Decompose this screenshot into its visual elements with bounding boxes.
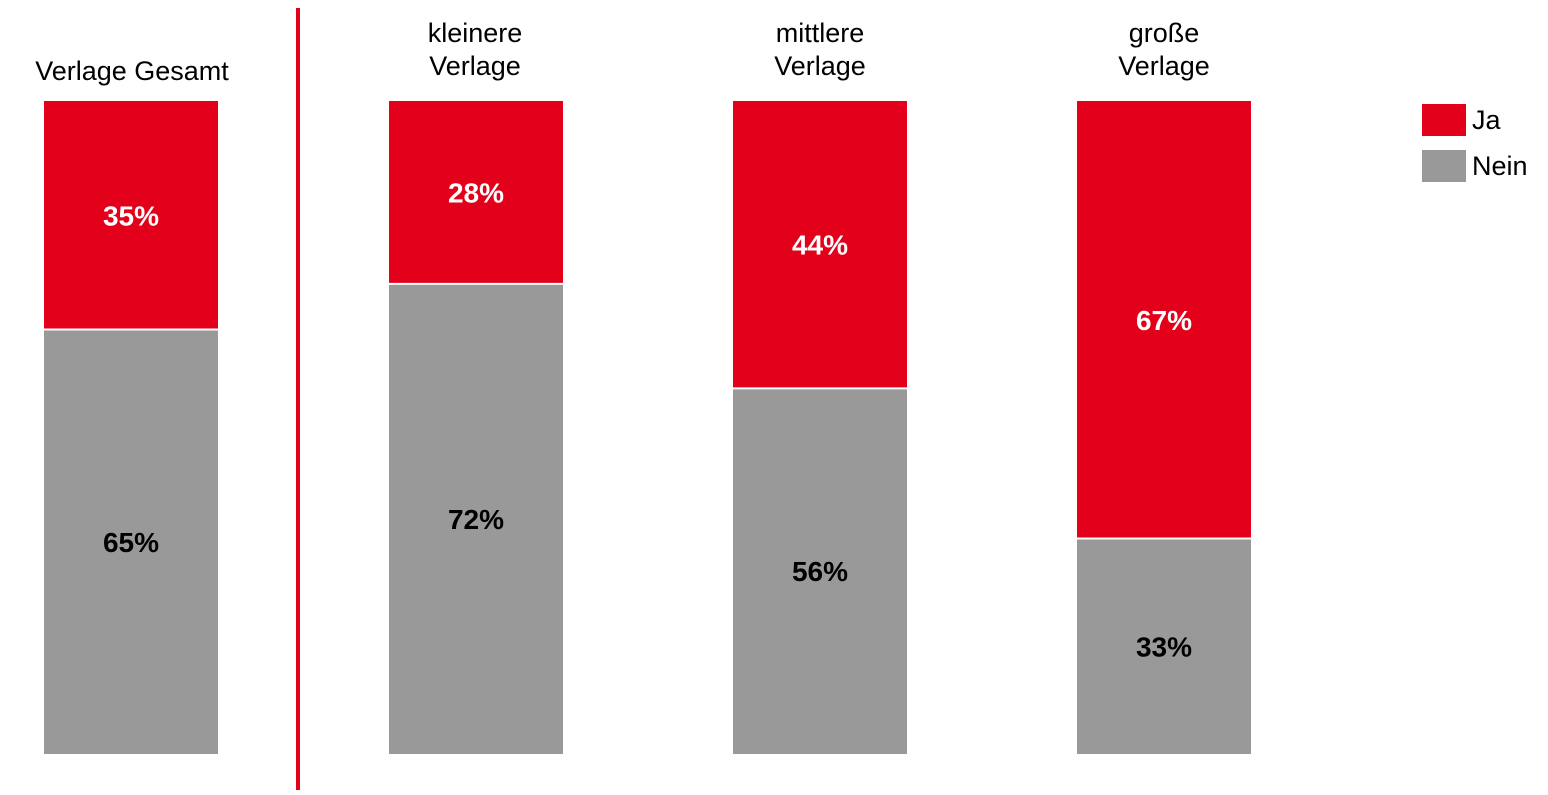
data-label-nein-grosse-verlage: 33% bbox=[1136, 631, 1192, 662]
category-label-line: mittlere bbox=[775, 18, 865, 48]
bar-segment-ja-grosse-verlage bbox=[1077, 101, 1251, 539]
legend-swatch-nein bbox=[1422, 150, 1466, 182]
category-label-line: große bbox=[1128, 18, 1200, 48]
category-label-mittlere-verlage: mittlere Verlage bbox=[690, 17, 950, 83]
data-label-ja-verlage-gesamt: 35% bbox=[103, 200, 159, 231]
legend: Ja Nein bbox=[1422, 104, 1528, 196]
legend-item-nein: Nein bbox=[1422, 150, 1528, 182]
bar-segment-ja-mittlere-verlage bbox=[733, 101, 907, 389]
category-label-line: Verlage Gesamt bbox=[35, 56, 229, 86]
legend-label-nein: Nein bbox=[1472, 150, 1528, 181]
bar-segment-nein-mittlere-verlage bbox=[733, 388, 907, 754]
data-label-nein-verlage-gesamt: 65% bbox=[103, 527, 159, 558]
data-label-ja-grosse-verlage: 67% bbox=[1136, 305, 1192, 336]
group-divider-line bbox=[296, 8, 300, 790]
legend-item-ja: Ja bbox=[1422, 104, 1528, 136]
category-label-verlage-gesamt: Verlage Gesamt bbox=[2, 55, 262, 88]
bar-segment-nein-verlage-gesamt bbox=[44, 329, 218, 754]
bar-segment-ja-kleinere-verlage bbox=[389, 101, 563, 284]
category-label-line: Verlage bbox=[1118, 51, 1210, 81]
category-label-line: Verlage bbox=[774, 51, 866, 81]
category-label-line: kleinere bbox=[427, 18, 523, 48]
bar-segment-nein-kleinere-verlage bbox=[389, 283, 563, 754]
category-label-kleinere-verlage: kleinere Verlage bbox=[345, 17, 605, 83]
legend-swatch-ja bbox=[1422, 104, 1466, 136]
bar-segment-ja-verlage-gesamt bbox=[44, 101, 218, 330]
data-label-nein-kleinere-verlage: 72% bbox=[448, 504, 504, 535]
category-label-line: Verlage bbox=[429, 51, 521, 81]
data-label-nein-mittlere-verlage: 56% bbox=[792, 556, 848, 587]
legend-label-ja: Ja bbox=[1472, 104, 1501, 135]
bar-segment-nein-grosse-verlage bbox=[1077, 538, 1251, 754]
data-label-ja-mittlere-verlage: 44% bbox=[792, 230, 848, 261]
category-label-grosse-verlage: große Verlage bbox=[1034, 17, 1294, 83]
data-label-ja-kleinere-verlage: 28% bbox=[448, 177, 504, 208]
